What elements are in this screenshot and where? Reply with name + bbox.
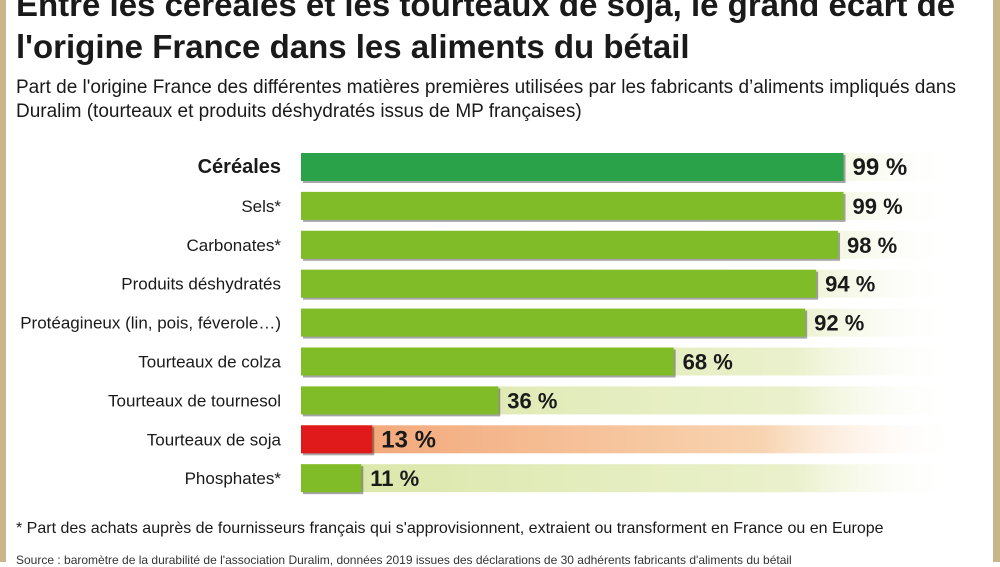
bar-background-band: [301, 425, 960, 454]
frame-right: [993, 0, 1000, 562]
category-label: Phosphates*: [185, 469, 282, 488]
bar-background-band: [301, 464, 960, 493]
category-label: Céréales: [198, 156, 281, 178]
value-label: 68 %: [683, 350, 733, 375]
footnote: * Part des achats auprès de fournisseurs…: [16, 520, 884, 537]
bar: [301, 464, 362, 493]
chart-title: Entre les céréales et les tourteaux de s…: [16, 0, 956, 65]
category-label: Tourteaux de soja: [147, 430, 282, 449]
bar: [301, 386, 499, 415]
category-label: Protéagineux (lin, pois, féverole…): [20, 314, 281, 333]
category-label: Sels*: [241, 197, 281, 216]
value-label: 13 %: [381, 426, 436, 453]
bar: [301, 308, 806, 337]
bar: [301, 269, 817, 298]
category-label: Carbonates*: [186, 236, 281, 255]
bar: [301, 425, 373, 454]
source-note: Source : baromètre de la durabilité de l…: [16, 553, 792, 567]
value-label: 99 %: [853, 154, 908, 181]
value-label: 11 %: [370, 466, 419, 491]
category-label: Tourteaux de tournesol: [108, 391, 281, 410]
bar-chart: Céréales 99 % Sels* 99 % Carbonates* 98 % Prod…: [20, 153, 960, 495]
bar: [301, 230, 839, 259]
chart-subtitle: Part de l'origine France des différentes…: [16, 77, 956, 122]
value-label: 98 %: [847, 233, 897, 258]
bar: [301, 347, 674, 376]
frame-left: [0, 0, 6, 562]
category-label: Produits déshydratés: [121, 275, 281, 294]
value-label: 99 %: [853, 194, 903, 219]
value-label: 36 %: [507, 388, 557, 413]
value-label: 92 %: [814, 311, 864, 336]
value-label: 94 %: [825, 272, 875, 297]
bar: [301, 191, 844, 220]
bar: [301, 153, 844, 181]
category-label: Tourteaux de colza: [138, 353, 281, 372]
